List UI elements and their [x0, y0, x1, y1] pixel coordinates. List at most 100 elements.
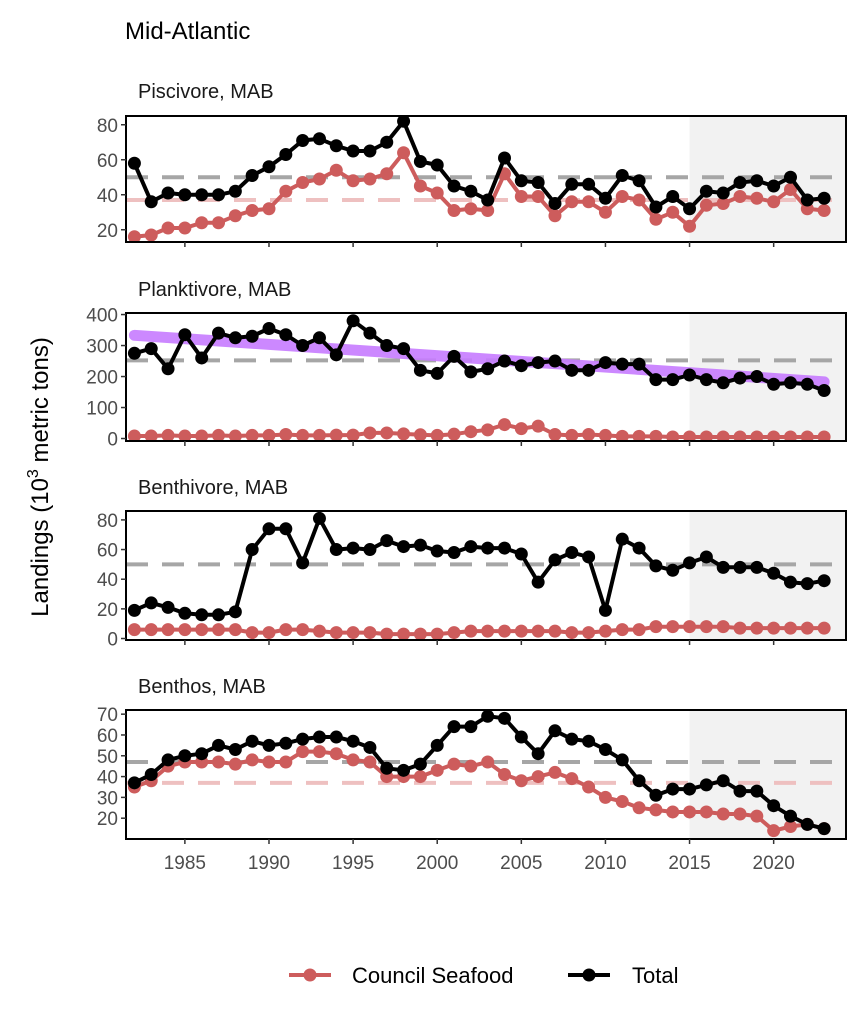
data-point-council-seafood — [598, 428, 612, 441]
data-point-total — [767, 799, 781, 813]
panel-title: Benthivore, MAB — [138, 477, 288, 499]
data-point-council-seafood — [228, 757, 242, 771]
data-point-total — [716, 560, 730, 574]
data-point-total — [430, 738, 444, 752]
y-tick-label: 20 — [97, 600, 118, 621]
data-point-council-seafood — [312, 428, 326, 441]
data-point-council-seafood — [262, 202, 276, 216]
data-point-total — [144, 195, 158, 209]
data-point-council-seafood — [161, 221, 175, 235]
data-point-council-seafood — [683, 430, 697, 441]
data-point-council-seafood — [716, 430, 730, 441]
data-point-total — [582, 550, 596, 564]
x-tick-label: 2015 — [668, 853, 710, 874]
data-point-council-seafood — [531, 770, 545, 784]
data-point-total — [262, 738, 276, 752]
panel-border — [125, 115, 847, 243]
data-point-total — [683, 782, 697, 796]
data-point-council-seafood — [666, 430, 680, 441]
data-point-council-seafood — [312, 624, 326, 638]
data-point-total — [514, 730, 528, 744]
y-tick-label: 200 — [86, 368, 118, 389]
data-point-total — [413, 757, 427, 771]
data-point-total — [632, 357, 646, 371]
data-point-total — [699, 373, 713, 387]
data-point-total — [346, 541, 360, 555]
panel-title: Benthos, MAB — [138, 676, 266, 698]
data-point-council-seafood — [245, 204, 259, 217]
data-point-total — [296, 732, 310, 746]
panel-3: Benthivore, MAB 0 20 40 60 80 — [97, 477, 847, 651]
data-point-council-seafood — [699, 198, 713, 212]
data-point-total — [817, 191, 831, 205]
legend-label-council-seafood: Council Seafood — [352, 963, 513, 988]
data-point-total — [144, 768, 158, 781]
data-point-total — [498, 151, 512, 165]
data-point-total — [245, 734, 259, 748]
data-point-total — [161, 753, 175, 767]
data-point-council-seafood — [632, 801, 646, 815]
data-point-council-seafood — [598, 205, 612, 219]
data-point-council-seafood — [464, 425, 478, 439]
x-tick-label: 1995 — [332, 853, 374, 874]
data-point-total — [178, 749, 192, 763]
data-point-total — [783, 809, 797, 823]
data-point-total — [346, 144, 360, 158]
data-point-council-seafood — [649, 620, 663, 634]
data-point-total — [548, 197, 562, 210]
x-tick-label: 1990 — [248, 853, 290, 874]
data-point-council-seafood — [582, 626, 596, 640]
data-point-total — [582, 177, 596, 191]
data-point-council-seafood — [228, 209, 242, 223]
x-tick-label: 2005 — [500, 853, 542, 874]
data-point-total — [228, 184, 242, 198]
data-point-total — [312, 511, 326, 525]
data-point-council-seafood — [649, 212, 663, 226]
data-point-council-seafood — [296, 428, 310, 441]
data-point-total — [598, 191, 612, 205]
data-point-total — [178, 606, 192, 620]
data-point-total — [380, 534, 394, 548]
y-tick-label: 30 — [97, 788, 118, 809]
data-point-total — [195, 608, 209, 622]
data-point-total — [212, 738, 226, 752]
data-point-council-seafood — [531, 419, 545, 433]
data-point-total — [615, 532, 629, 546]
y-tick-label: 20 — [97, 221, 118, 242]
data-point-council-seafood — [161, 428, 175, 441]
data-point-council-seafood — [716, 197, 730, 210]
data-point-council-seafood — [783, 430, 797, 441]
data-point-total — [279, 736, 293, 750]
data-point-total — [716, 186, 730, 200]
data-point-council-seafood — [296, 745, 310, 759]
data-point-total — [649, 788, 663, 802]
data-point-council-seafood — [783, 820, 797, 834]
data-point-council-seafood — [649, 803, 663, 817]
data-point-council-seafood — [245, 753, 259, 767]
data-point-council-seafood — [430, 186, 444, 200]
data-point-council-seafood — [262, 755, 276, 769]
data-point-total — [329, 730, 343, 744]
data-point-council-seafood — [817, 204, 831, 217]
data-point-council-seafood — [699, 805, 713, 819]
data-point-council-seafood — [430, 627, 444, 640]
data-point-council-seafood — [447, 626, 461, 640]
data-point-total — [228, 743, 242, 757]
data-point-council-seafood — [598, 790, 612, 804]
y-tick-label: 20 — [97, 809, 118, 830]
panel-title: Piscivore, MAB — [138, 81, 274, 103]
data-point-council-seafood — [329, 428, 343, 441]
data-point-total — [598, 356, 612, 370]
data-point-total — [699, 550, 713, 564]
data-point-total — [716, 774, 730, 788]
x-tick-label: 2010 — [584, 853, 626, 874]
data-point-total — [329, 543, 343, 557]
data-point-total — [161, 362, 175, 376]
data-point-total — [430, 158, 444, 172]
data-point-council-seafood — [127, 429, 141, 441]
data-point-total — [262, 522, 276, 536]
data-point-council-seafood — [683, 805, 697, 819]
data-point-total — [228, 605, 242, 619]
y-tick-label: 40 — [97, 768, 118, 789]
data-point-total — [750, 370, 764, 384]
